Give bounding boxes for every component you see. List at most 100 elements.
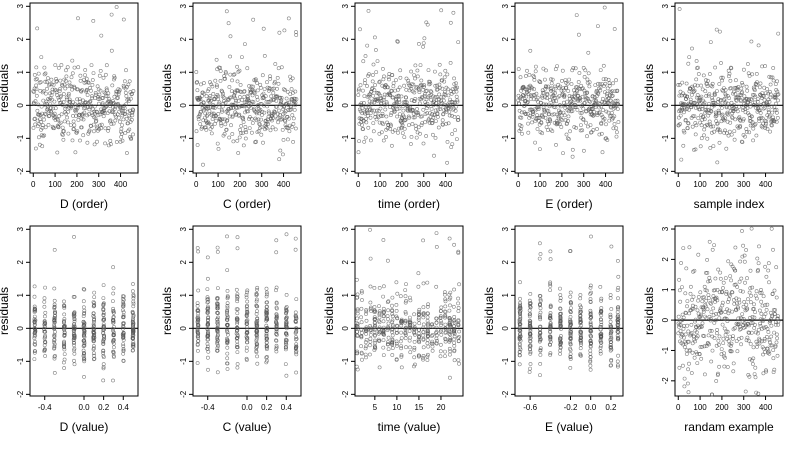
data-point (225, 351, 230, 356)
data-point (399, 318, 404, 323)
data-point (95, 139, 99, 144)
data-point (109, 142, 113, 147)
data-point (686, 61, 691, 66)
data-point (718, 130, 723, 135)
data-point (262, 110, 267, 115)
data-point (692, 114, 697, 119)
data-point (417, 307, 422, 312)
data-point (121, 351, 126, 356)
data-point (717, 316, 722, 321)
data-point (568, 365, 573, 370)
y-axis-label: residuals (322, 64, 336, 112)
data-point (757, 338, 762, 343)
data-point (390, 346, 395, 351)
data-point (396, 87, 401, 92)
data-point (690, 350, 695, 355)
data-point (426, 329, 430, 334)
data-point (356, 87, 361, 92)
data-point (289, 107, 293, 112)
data-point (382, 332, 387, 337)
data-point (725, 329, 730, 334)
data-point (210, 111, 214, 116)
data-point (615, 314, 620, 319)
data-point (761, 319, 765, 324)
data-point (548, 280, 553, 285)
data-point (541, 66, 546, 71)
data-point (563, 106, 568, 110)
data-point (219, 108, 224, 113)
data-point (601, 96, 605, 101)
data-point (447, 339, 452, 344)
data-point (266, 109, 271, 114)
data-point (761, 352, 766, 357)
data-point (754, 289, 759, 294)
data-point (526, 100, 530, 104)
data-point (614, 134, 619, 139)
data-point (263, 94, 268, 99)
data-point (49, 82, 54, 87)
data-point (220, 89, 225, 94)
data-point (381, 319, 386, 324)
data-point (127, 115, 132, 120)
data-point (708, 145, 713, 150)
data-point (524, 94, 529, 99)
data-point (611, 81, 615, 86)
data-point (111, 328, 116, 333)
data-point (381, 97, 386, 102)
data-point (754, 133, 759, 138)
data-point (723, 116, 728, 121)
data-point (609, 358, 614, 363)
data-point (707, 275, 712, 280)
data-point (416, 112, 421, 117)
data-point (264, 310, 269, 314)
data-point (254, 349, 259, 353)
data-point (206, 367, 210, 372)
data-point (604, 122, 608, 127)
data-point (66, 120, 70, 125)
data-point (442, 290, 447, 295)
data-point (704, 78, 708, 83)
data-point (408, 345, 412, 350)
data-point (751, 345, 756, 350)
data-point (52, 345, 57, 350)
data-point (384, 100, 389, 105)
data-point (90, 78, 95, 82)
data-point (360, 357, 364, 362)
x-tick-label: 400 (599, 180, 613, 189)
data-point (409, 134, 414, 139)
data-point (81, 98, 85, 103)
data-point (528, 366, 533, 371)
data-point (597, 132, 602, 137)
data-point (52, 286, 57, 291)
data-point (518, 302, 523, 307)
data-point (451, 10, 456, 15)
data-point (52, 356, 57, 361)
data-point (516, 67, 521, 71)
data-point (51, 83, 56, 87)
data-point (41, 98, 46, 103)
data-point (457, 361, 461, 366)
data-point (591, 128, 596, 132)
data-point (762, 105, 767, 110)
data-point (72, 348, 76, 353)
data-point (255, 318, 260, 323)
data-point (101, 75, 106, 80)
data-point (690, 124, 695, 129)
data-point (262, 54, 267, 58)
data-point (104, 72, 108, 77)
data-point (763, 264, 768, 269)
data-point (438, 315, 443, 320)
x-tick-label: 400 (277, 180, 291, 189)
data-point (434, 284, 439, 289)
data-point (714, 343, 719, 348)
data-point (411, 82, 416, 87)
data-point (559, 104, 563, 109)
data-point (421, 238, 426, 243)
data-point (264, 318, 269, 323)
data-point (225, 310, 229, 315)
data-point (773, 93, 778, 98)
data-point (742, 253, 747, 258)
data-point (269, 94, 274, 99)
data-point (754, 106, 759, 110)
data-point (54, 77, 58, 81)
